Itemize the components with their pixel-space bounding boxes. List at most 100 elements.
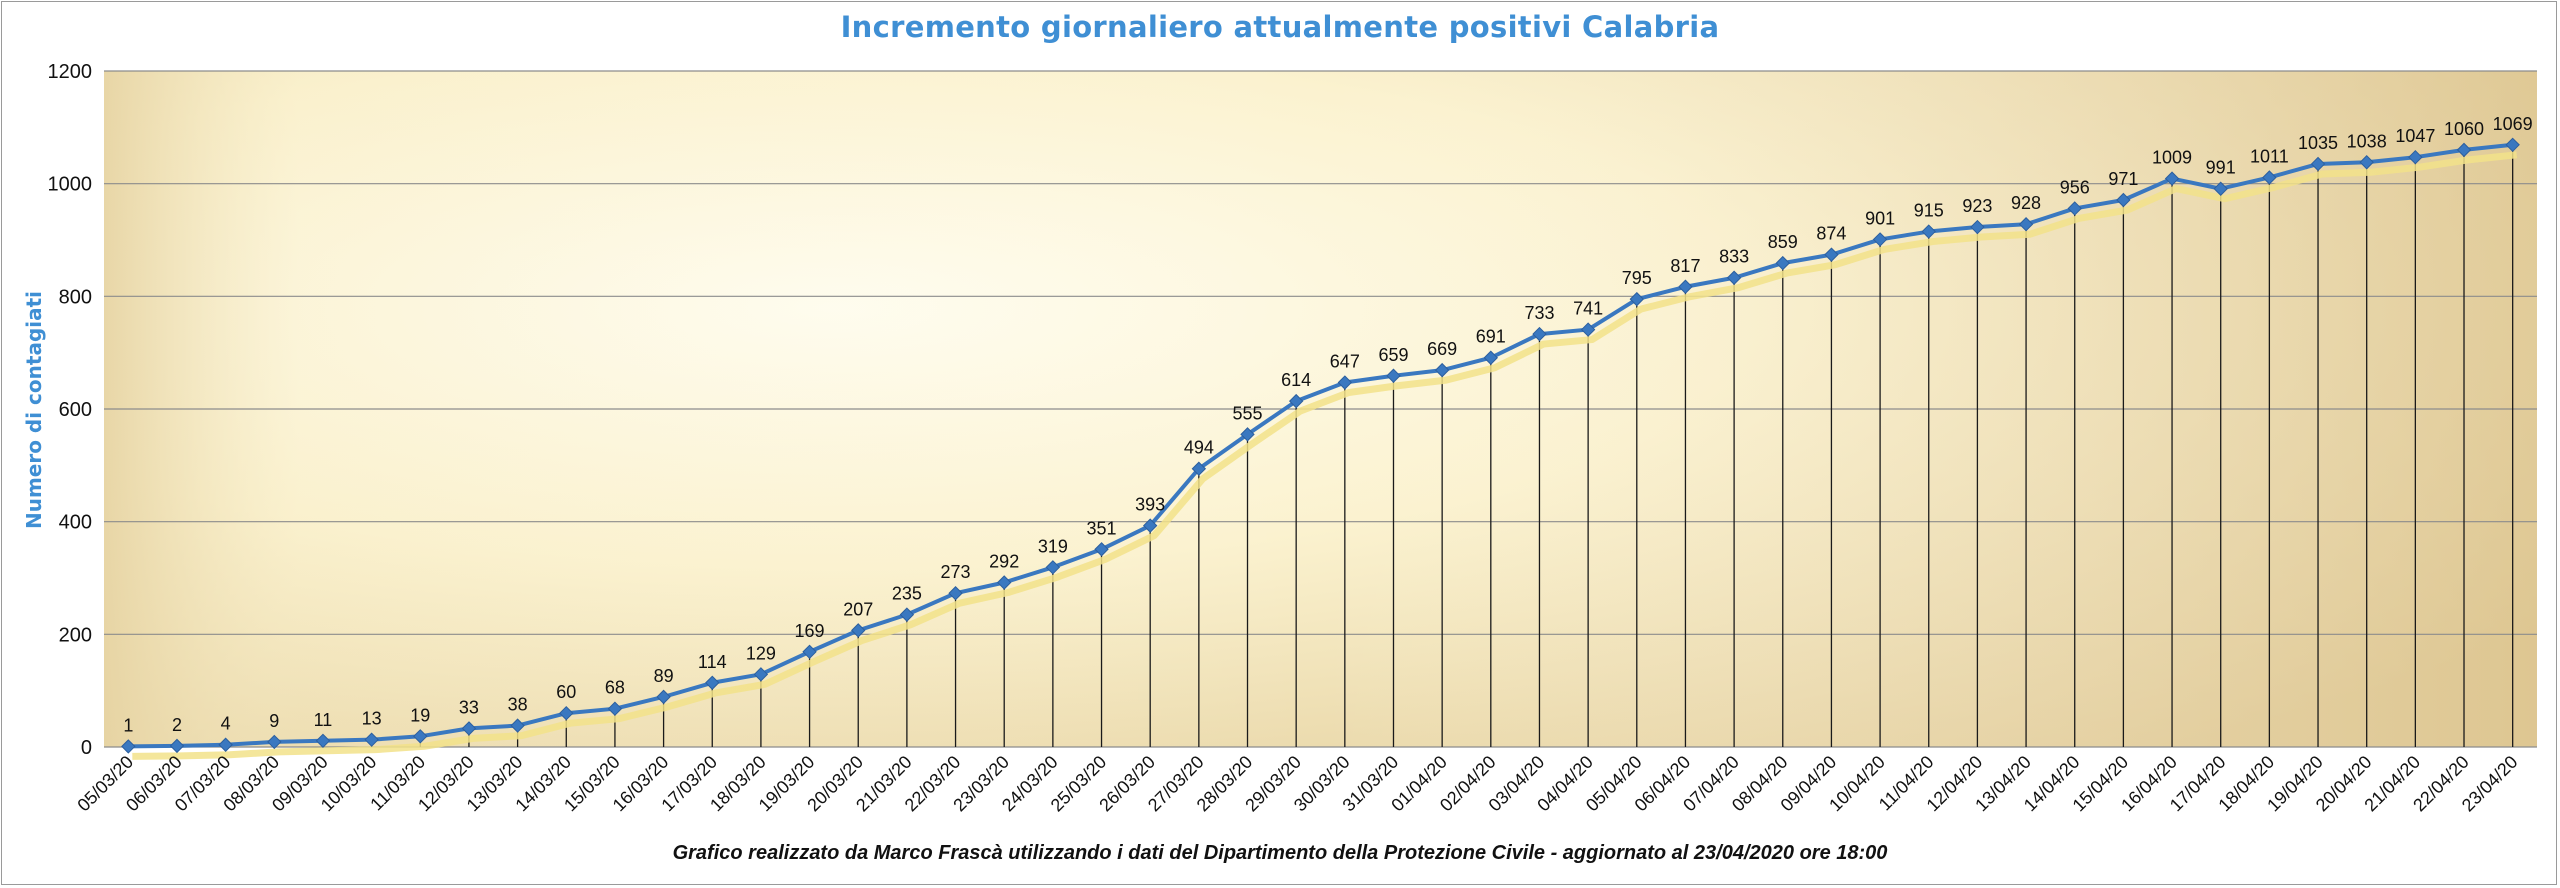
- data-point-marker: [802, 644, 817, 660]
- data-point-marker: [607, 701, 623, 716]
- data-label: 235: [892, 584, 922, 604]
- data-point-marker: [2213, 181, 2228, 196]
- data-point-marker: [2262, 170, 2277, 185]
- data-label: 292: [989, 552, 1019, 572]
- data-point-marker: [948, 586, 963, 601]
- data-label: 1011: [2250, 146, 2289, 166]
- data-label: 89: [654, 666, 674, 686]
- data-label: 60: [556, 682, 576, 702]
- data-point-marker: [1629, 291, 1644, 307]
- data-label: 1035: [2298, 133, 2338, 153]
- data-point-marker: [2018, 217, 2034, 232]
- data-point-marker: [2310, 156, 2326, 172]
- data-label: 1069: [2493, 114, 2533, 134]
- data-label: 901: [1865, 208, 1895, 228]
- data-label: 129: [746, 643, 776, 663]
- data-point-marker: [753, 667, 769, 682]
- data-point-marker: [851, 623, 866, 638]
- data-point-marker: [1288, 393, 1304, 409]
- data-point-marker: [461, 721, 477, 736]
- data-point-marker: [705, 675, 720, 690]
- data-label: 669: [1427, 339, 1457, 359]
- data-point-marker: [2505, 137, 2520, 153]
- data-label: 741: [1573, 299, 1603, 319]
- data-label: 1038: [2347, 131, 2387, 151]
- data-point-marker: [1045, 560, 1061, 575]
- y-tick-label: 400: [59, 512, 92, 534]
- chart-title: Incremento giornaliero attualmente posit…: [840, 10, 1720, 44]
- data-label: 9: [269, 711, 279, 731]
- data-label: 659: [1378, 345, 1408, 365]
- data-point-marker: [1921, 224, 1936, 239]
- data-label: 874: [1816, 224, 1846, 244]
- data-point-marker: [1094, 542, 1109, 557]
- data-point-marker: [1337, 375, 1353, 390]
- data-point-marker: [2408, 149, 2423, 165]
- data-point-marker: [2116, 192, 2131, 208]
- data-point-marker: [559, 705, 574, 721]
- data-label: 1009: [2152, 148, 2192, 168]
- data-label: 691: [1476, 327, 1506, 347]
- data-point-marker: [169, 738, 185, 754]
- data-point-marker: [1142, 518, 1158, 533]
- data-point-marker: [1532, 326, 1547, 342]
- data-label: 2: [172, 715, 182, 735]
- data-point-marker: [1240, 427, 1255, 442]
- data-label: 859: [1768, 232, 1798, 252]
- data-label: 393: [1135, 495, 1165, 515]
- data-label: 38: [508, 695, 528, 715]
- data-label: 956: [2060, 177, 2090, 197]
- data-point-marker: [1726, 270, 1742, 285]
- series-line-shadow: [132, 151, 2518, 760]
- data-label: 273: [941, 562, 971, 582]
- data-label: 923: [1962, 196, 1992, 216]
- data-label: 319: [1038, 536, 1068, 556]
- data-point-marker: [1434, 362, 1450, 378]
- data-label: 494: [1184, 438, 1214, 458]
- y-tick-label: 0: [81, 737, 92, 759]
- data-label: 1047: [2395, 126, 2435, 146]
- data-point-marker: [997, 575, 1012, 590]
- data-point-marker: [656, 689, 671, 705]
- data-point-marker: [1872, 232, 1888, 247]
- data-point-marker: [1191, 461, 1207, 476]
- data-point-marker: [1970, 219, 1985, 235]
- data-label: 114: [698, 652, 727, 672]
- data-label: 614: [1281, 370, 1311, 390]
- data-label: 1060: [2444, 119, 2484, 139]
- data-label: 11: [314, 710, 333, 730]
- data-label: 68: [605, 678, 625, 698]
- data-label: 351: [1087, 518, 1117, 538]
- data-point-marker: [267, 734, 282, 750]
- data-label: 928: [2011, 193, 2041, 213]
- data-point-marker: [218, 737, 233, 752]
- data-label: 817: [1670, 256, 1700, 276]
- data-label: 647: [1330, 352, 1360, 372]
- data-point-marker: [2456, 142, 2472, 158]
- data-point-marker: [315, 733, 331, 749]
- data-point-marker: [2164, 171, 2180, 186]
- data-label: 555: [1232, 403, 1262, 423]
- data-point-marker: [413, 729, 428, 744]
- data-label: 991: [2206, 158, 2236, 178]
- data-point-marker: [1775, 255, 1790, 271]
- y-tick-label: 1200: [48, 61, 93, 83]
- chart-footer-note: Grafico realizzato da Marco Frascà utili…: [672, 842, 1888, 864]
- data-label: 1: [123, 715, 133, 735]
- series-line: [128, 142, 2513, 749]
- data-point-marker: [2067, 201, 2082, 216]
- data-point-marker: [1678, 279, 1693, 294]
- data-label: 971: [2108, 169, 2138, 189]
- data-label: 4: [221, 714, 231, 734]
- data-point-marker: [121, 739, 136, 754]
- data-label: 13: [362, 709, 382, 729]
- data-point-marker: [1580, 322, 1596, 337]
- data-point-marker: [1386, 368, 1401, 383]
- data-label: 169: [795, 621, 825, 641]
- data-point-marker: [2359, 155, 2374, 170]
- y-tick-label: 1000: [48, 174, 93, 196]
- data-label: 19: [410, 705, 430, 725]
- data-label: 33: [459, 697, 479, 717]
